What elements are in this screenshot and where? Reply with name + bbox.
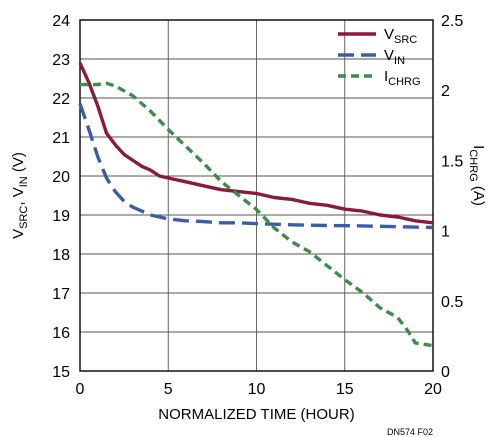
y-right-tick-label: 0 xyxy=(441,364,450,381)
series-line-i-chrg xyxy=(80,81,434,348)
y-right-tick-label: 2.5 xyxy=(441,13,463,30)
y-axis-right-label: ICHRG (A) xyxy=(467,145,487,206)
y-axis-left-label: VSRC, VIN (V) xyxy=(10,152,30,239)
grid xyxy=(79,19,434,372)
y-right-tick-label: 1 xyxy=(441,224,450,241)
y-right-label-i: I xyxy=(470,145,487,149)
y-right-tick-label: 1.5 xyxy=(441,153,463,170)
y-left-tick-label: 17 xyxy=(52,286,70,303)
y-right-label-unit: (A) xyxy=(470,182,487,206)
y-left-label-sub1: SRC xyxy=(18,206,30,229)
y-left-label-unit: (V) xyxy=(10,152,27,176)
y-right-label-sub: CHRG xyxy=(467,149,479,181)
y-left-label-v2: V xyxy=(10,187,27,197)
x-tick-label: 15 xyxy=(336,381,354,398)
series-line-v-src xyxy=(78,62,434,225)
y-left-label-sub2: IN xyxy=(18,176,30,187)
y-left-label-sep: , xyxy=(10,197,27,205)
x-tick-label: 5 xyxy=(164,381,173,398)
x-axis-label: NORMALIZED TIME (HOUR) xyxy=(158,406,354,423)
y-left-tick-label: 18 xyxy=(52,247,70,264)
figure-note: DN574 F02 xyxy=(387,427,433,437)
y-left-tick-label: 16 xyxy=(52,325,70,342)
legend-label-i-chrg: ICHRG xyxy=(384,68,421,88)
legend-label-v-src: VSRC xyxy=(384,26,417,46)
y-left-tick-label: 20 xyxy=(52,169,70,186)
series-lines xyxy=(78,62,434,348)
y-left-tick-label: 23 xyxy=(52,52,70,69)
y-left-tick-label: 15 xyxy=(52,364,70,381)
ticks: 0 5 10 15 20 15 16 17 18 19 20 21 22 23 24 0 0.5 1 1.5 2 2.5 xyxy=(52,13,463,398)
x-tick-label: 20 xyxy=(424,381,442,398)
y-right-tick-label: 0.5 xyxy=(441,294,463,311)
x-tick-label: 10 xyxy=(248,381,266,398)
y-left-tick-label: 19 xyxy=(52,208,70,225)
y-left-tick-label: 22 xyxy=(52,91,70,108)
y-left-tick-label: 21 xyxy=(52,130,70,147)
y-right-tick-label: 2 xyxy=(441,83,450,100)
x-tick-label: 0 xyxy=(76,381,85,398)
plot-frame xyxy=(79,19,434,372)
series-line-v-in xyxy=(78,103,434,230)
y-left-label-v1: V xyxy=(10,229,27,239)
legend-label-v-in: VIN xyxy=(384,47,405,67)
y-left-tick-label: 24 xyxy=(52,13,70,30)
